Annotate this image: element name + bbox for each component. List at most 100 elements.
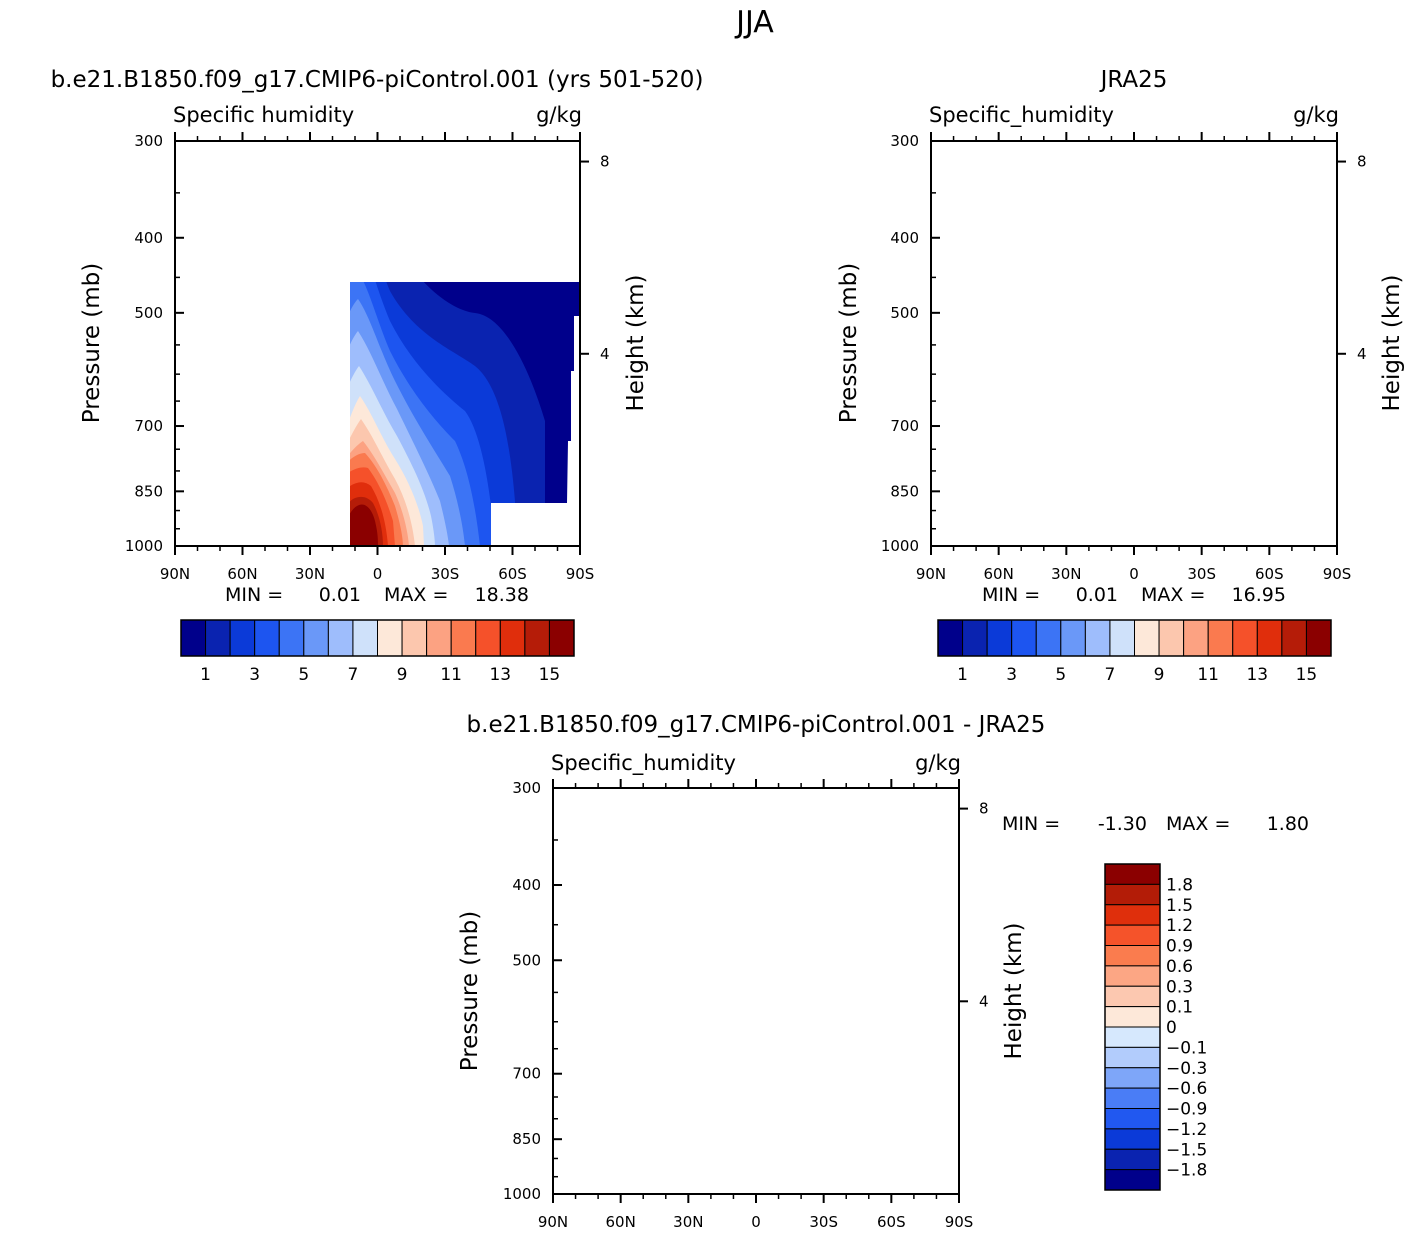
contour-level-4	[931, 249, 1236, 546]
colorbar-swatch	[1104, 1026, 1161, 1048]
colorbar-frame	[937, 619, 1332, 657]
colorbar-label: −1.5	[1166, 1140, 1207, 1160]
panel-obs-title: JRA25	[1099, 67, 1168, 93]
x-tick-label: 0	[373, 565, 383, 583]
panel-diff-left-string: Specific_humidity	[551, 751, 736, 776]
panel-diff-title: b.e21.B1850.f09_g17.CMIP6-piControl.001 …	[467, 712, 1046, 738]
contour-pos-0-6	[653, 1133, 805, 1194]
figure-title: JJA	[734, 5, 774, 40]
y-tick-label: 700	[134, 417, 163, 435]
x-tick-label: 60N	[606, 1213, 636, 1231]
contour-neg-0-6	[593, 1144, 646, 1194]
y-tick-label: 500	[890, 304, 919, 322]
panel-model-axes: 90N 60N 30N 0 30S 60S 90S 300 400 500 700 850 1000 8 4	[125, 132, 610, 583]
colorbar-label: 1	[200, 665, 211, 685]
contour-base-positive	[553, 788, 959, 1194]
colorbar-swatch	[401, 619, 428, 657]
x-tick-label: 90N	[538, 1213, 568, 1231]
colorbar-label: 1.8	[1166, 875, 1193, 895]
y-tick-label: 500	[512, 951, 541, 969]
colorbar-swatch	[1104, 924, 1161, 946]
panel-obs-left-string: Specific_humidity	[929, 103, 1114, 128]
contour-neg-0-3	[821, 1149, 855, 1194]
contour-neg-0-6	[670, 987, 711, 1126]
colorbar-label: 1.5	[1166, 896, 1193, 916]
panel-obs: JRA25 Specific_humidity g/kg 90N 60N 30N 0 3…	[836, 67, 1405, 685]
y-tick-label: 400	[890, 229, 919, 247]
contour-neg-0-6	[781, 1006, 805, 1063]
panel-model-title: b.e21.B1850.f09_g17.CMIP6-piControl.001 …	[51, 67, 704, 93]
y-tick-label: 850	[890, 482, 919, 500]
panel-model-stats: MIN = 0.01 MAX = 18.38	[225, 584, 529, 606]
y-tick-label: 300	[512, 779, 541, 797]
max-value: 16.95	[1232, 584, 1286, 606]
colorbar-swatch	[1109, 619, 1135, 657]
min-label: MIN =	[1002, 813, 1060, 835]
colorbar-swatch	[1158, 619, 1185, 657]
colorbar-label: 0.3	[1166, 977, 1193, 997]
colorbar-swatch	[1011, 619, 1037, 657]
panel-obs-stats: MIN = 0.01 MAX = 16.95	[982, 584, 1286, 606]
x-tick-label: 30N	[1051, 565, 1081, 583]
min-value: 0.01	[319, 584, 361, 606]
panel-diff-colorbar: 1.81.51.20.90.60.30.10−0.1−0.3−0.6−0.9−1…	[1104, 863, 1207, 1191]
y2-tick-label: 8	[979, 800, 989, 818]
x-tick-label: 30S	[431, 565, 460, 583]
panel-model: b.e21.B1850.f09_g17.CMIP6-piControl.001 …	[51, 67, 704, 685]
min-label: MIN =	[982, 584, 1040, 606]
contour-neg-0-3	[553, 957, 714, 1194]
colorbar-swatch	[1104, 1067, 1161, 1089]
x-tick-label: 30N	[295, 565, 325, 583]
contour-neg-0-1	[743, 788, 853, 1108]
contour-level-2	[931, 183, 1286, 546]
colorbar-swatch	[962, 619, 988, 657]
colorbar-swatch	[1104, 1169, 1161, 1191]
contour-pos-0-9	[727, 877, 755, 1068]
colorbar-label: 15	[539, 665, 561, 685]
y-tick-label: 700	[512, 1065, 541, 1083]
panel-diff-contours	[553, 788, 959, 1194]
colorbar-label: −0.9	[1166, 1100, 1207, 1120]
x-tick-label: 90N	[160, 565, 190, 583]
panel-diff-ylabel: Pressure (mb)	[457, 911, 483, 1071]
max-label: MAX =	[1141, 584, 1205, 606]
colorbar-label: 3	[1006, 665, 1017, 685]
contour-neg-0-6	[829, 1159, 845, 1194]
contour-neg-0-3	[762, 967, 833, 1093]
contour-level-3	[931, 219, 1253, 546]
x-tick-label: 0	[751, 1213, 761, 1231]
contour-pos-0-1	[811, 1071, 878, 1117]
colorbar-swatch	[1104, 904, 1161, 926]
y2-tick-label: 8	[600, 153, 610, 171]
x-tick-label: 90N	[916, 565, 946, 583]
panel-model-contours	[350, 282, 580, 546]
panel-diff: b.e21.B1850.f09_g17.CMIP6-piControl.001 …	[457, 712, 1309, 1231]
contour-pos-0-3	[648, 1112, 821, 1194]
contour-level-6	[959, 309, 1213, 546]
colorbar-swatch	[986, 619, 1013, 657]
contour-level-16	[1097, 512, 1129, 546]
colorbar-label: 11	[440, 665, 462, 685]
contour-pos-0-1	[553, 813, 741, 1041]
colorbar-label: −0.1	[1166, 1038, 1207, 1058]
colorbar-swatch	[1104, 965, 1161, 987]
contour-level-13	[1066, 475, 1147, 546]
colorbar-swatch	[1104, 945, 1161, 967]
y-tick-label: 400	[512, 876, 541, 894]
panel-obs-axes: 90N 60N 30N 0 30S 60S 90S 300 400 500 700 850 1000 8 4	[881, 132, 1367, 583]
y2-tick-label: 4	[600, 345, 610, 363]
colorbar-swatch	[327, 619, 354, 657]
panel-diff-axes: 90N 60N 30N 0 30S 60S 90S 300 400 500 700 850 1000 8 4	[503, 779, 989, 1231]
colorbar-swatch	[1060, 619, 1086, 657]
y-tick-label: 300	[890, 132, 919, 150]
contour-level-14	[1076, 490, 1140, 546]
panel-diff-stats: MIN = -1.30 MAX = 1.80	[1002, 813, 1309, 835]
colorbar-swatch	[180, 619, 207, 657]
colorbar-label: 15	[1296, 665, 1318, 685]
contour-pos-0-1	[933, 1008, 953, 1148]
panel-obs-contours	[931, 141, 1337, 546]
y2-tick-label: 4	[1357, 345, 1367, 363]
colorbar-label: 0.1	[1166, 998, 1193, 1018]
colorbar-swatch	[499, 619, 526, 657]
y-tick-label: 850	[512, 1130, 541, 1148]
